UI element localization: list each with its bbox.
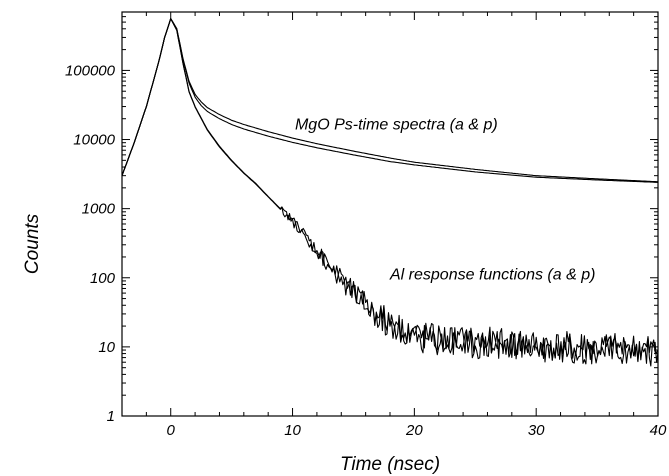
series-line (121, 18, 659, 183)
series-annotation: Al response functions (a & p) (389, 266, 595, 283)
y-tick-label: 100 (90, 270, 116, 287)
x-tick-label: 30 (528, 422, 545, 439)
y-axis: 1 10 100 1000 10000 100000 (65, 11, 658, 425)
y-tick-label: 100000 (65, 62, 116, 79)
series-line (121, 18, 659, 364)
x-tick-label: 10 (284, 422, 301, 439)
series-annotation: MgO Ps-time spectra (a & p) (295, 116, 498, 133)
y-tick-label: 1 (107, 408, 115, 425)
x-tick-label: 0 (167, 422, 176, 439)
series-line (121, 18, 659, 367)
series-layer (121, 18, 659, 367)
annotation-layer: MgO Ps-time spectra (a & p) Al response f… (295, 116, 595, 283)
y-axis-title: Counts (22, 213, 43, 274)
series-line (121, 18, 658, 183)
y-tick-label: 10 (98, 339, 115, 356)
x-axis: 0 10 20 30 40 (145, 12, 667, 439)
x-tick-label: 40 (650, 422, 667, 439)
y-tick-label: 1000 (82, 201, 116, 218)
plot-frame (121, 11, 659, 417)
x-tick-label: 20 (405, 422, 423, 439)
x-axis-title: Time (nsec) (340, 454, 440, 475)
y-tick-label: 10000 (73, 132, 115, 149)
